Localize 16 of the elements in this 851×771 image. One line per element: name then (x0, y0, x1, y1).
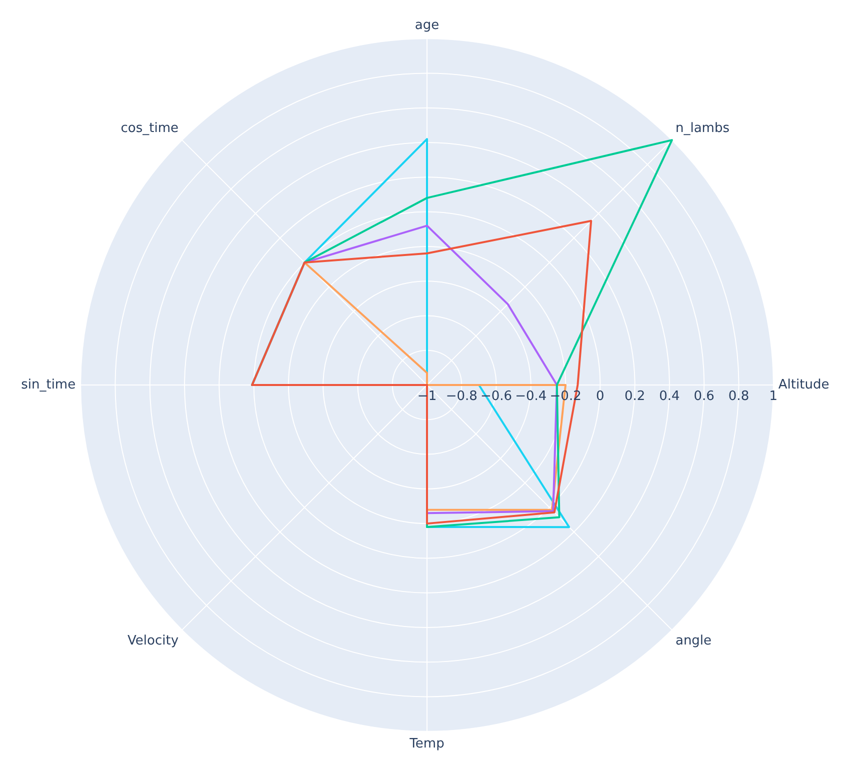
y-tick-label: 0.4 (659, 388, 680, 404)
y-tick-label: 0.8 (728, 388, 750, 404)
y-tick-label: 0.6 (694, 388, 714, 404)
y-tick-label: −0.4 (515, 388, 547, 404)
spoke-label: age (414, 18, 440, 34)
spoke-label: Altitude (778, 377, 830, 392)
y-tick-label: 1 (769, 388, 778, 404)
y-tick-label: 0.2 (624, 388, 646, 404)
y-tick-label: −0.8 (446, 388, 478, 404)
y-tick-label: 0 (596, 388, 604, 404)
spoke-label: angle (675, 634, 712, 649)
spoke-label: cos_time (120, 121, 179, 136)
spoke-label: Temp (408, 736, 444, 752)
spoke-label: n_lambs (675, 121, 730, 136)
spoke-label: sin_time (21, 377, 76, 392)
spoke-label: Velocity (128, 634, 179, 649)
